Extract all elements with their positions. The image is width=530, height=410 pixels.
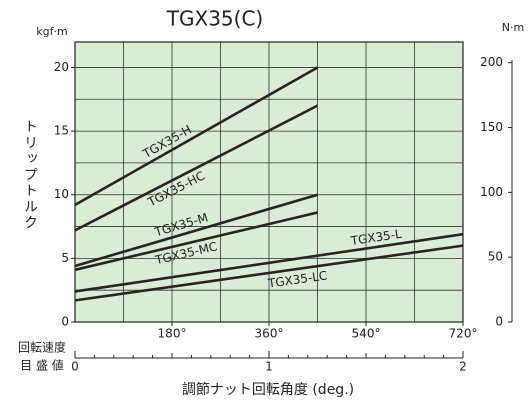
series-line: [74, 193, 318, 268]
y2-tick-label: 150: [480, 120, 503, 134]
x-tick-label: 720°: [449, 327, 478, 341]
y2-tick-label: 200: [480, 55, 503, 69]
y2-tick-label: 50: [488, 250, 503, 264]
y-tick-label: 0: [61, 315, 69, 329]
series-line: [74, 232, 464, 293]
y-tick-label: 15: [54, 124, 69, 138]
y-unit: kgf·m: [36, 25, 67, 38]
series-line: [74, 211, 318, 272]
x-tick-label: 540°: [352, 327, 381, 341]
chart-title: TGX35(C): [166, 7, 263, 31]
x2-axis-title: 回転速度: [18, 340, 66, 355]
y2-unit: N·m: [502, 21, 524, 34]
x-tick-label: 360°: [255, 327, 284, 341]
y-tick-label: 5: [61, 251, 69, 265]
y-axis-title: トリップトルク: [22, 119, 38, 231]
x2-tick-label: 0: [71, 360, 79, 374]
x-tick-label: 180°: [158, 327, 187, 341]
x2-axis-title: 目 盛 値: [20, 358, 64, 373]
y-tick-label: 10: [54, 187, 69, 201]
y2-tick-label: 100: [480, 185, 503, 199]
series-line: [74, 66, 319, 207]
x2-tick-label: 1: [265, 360, 273, 374]
x-axis-title: 調節ナット回転角度 (deg.): [182, 381, 354, 398]
x2-tick-label: 2: [459, 360, 467, 374]
y-tick-label: 20: [54, 60, 69, 74]
series-line: [74, 244, 464, 302]
series-line: [74, 104, 319, 232]
y2-tick-label: 0: [495, 315, 503, 329]
